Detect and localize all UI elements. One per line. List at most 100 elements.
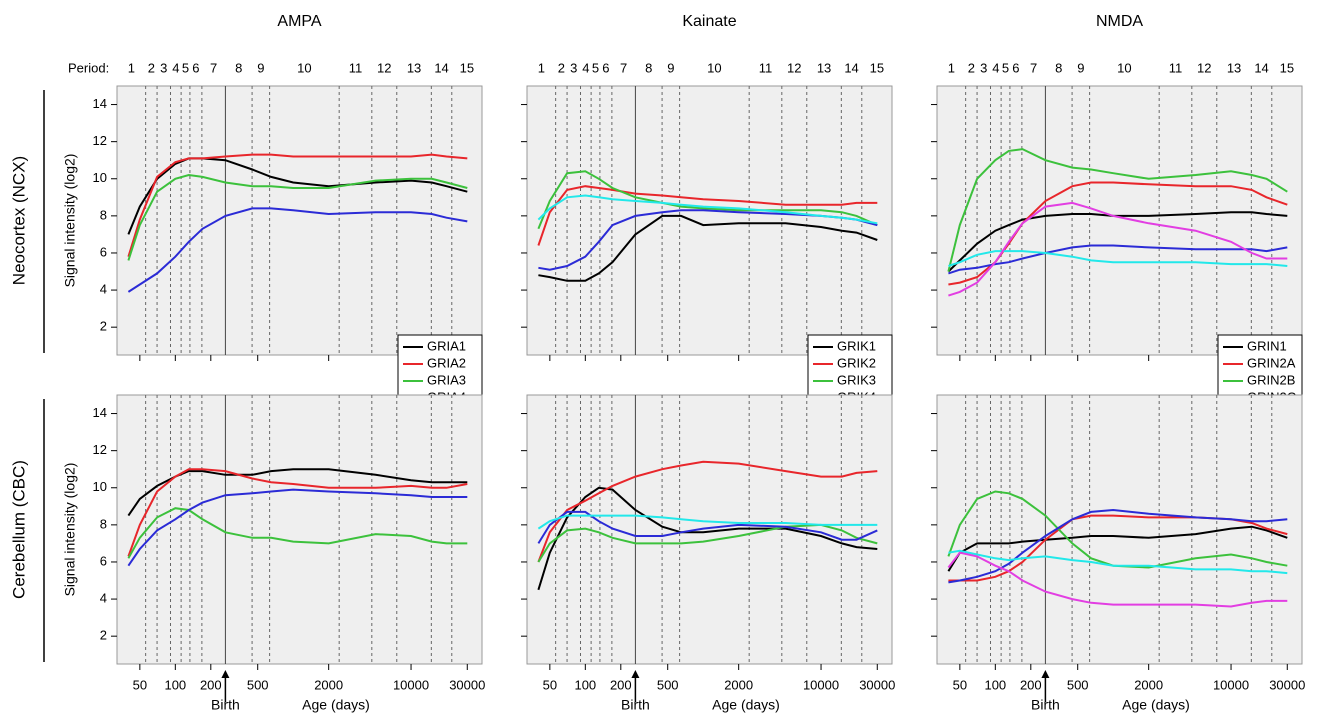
- period-label: 15: [870, 60, 884, 75]
- plot-area: [936, 85, 1303, 356]
- x-tick-label: 500: [247, 677, 269, 692]
- period-label: 4: [582, 60, 589, 75]
- period-label: 3: [980, 60, 987, 75]
- period-label: 10: [1117, 60, 1131, 75]
- y-tick-label: 2: [100, 628, 107, 643]
- y-tick-label: 6: [100, 244, 107, 259]
- series-line: [948, 549, 1288, 575]
- x-tick-label: 2000: [724, 677, 753, 692]
- series-line: [948, 201, 1288, 297]
- period-label: 3: [570, 60, 577, 75]
- series-line: [948, 508, 1288, 584]
- period-label: 7: [1030, 60, 1037, 75]
- series-line: [537, 486, 878, 591]
- y-tick-label: 4: [100, 591, 107, 606]
- series-line: [948, 244, 1288, 275]
- period-label: 9: [667, 60, 674, 75]
- period-label: 6: [602, 60, 609, 75]
- row-label: Cerebellum (CBC): [9, 460, 28, 599]
- x-axis-label: Age (days): [1122, 697, 1190, 713]
- legend-label: GRIA3: [427, 372, 466, 387]
- period-label: 13: [1227, 60, 1241, 75]
- x-tick-label: 200: [200, 677, 222, 692]
- y-tick-label: 2: [100, 319, 107, 334]
- x-tick-label: 500: [1067, 677, 1089, 692]
- x-tick-label: 50: [953, 677, 967, 692]
- plot-area: [526, 85, 893, 356]
- period-label: 11: [759, 60, 773, 75]
- panel-title: NMDA: [1096, 13, 1143, 30]
- period-label: 1: [948, 60, 955, 75]
- series-line: [127, 207, 468, 293]
- x-tick-label: 200: [610, 677, 632, 692]
- x-tick-label: 50: [133, 677, 147, 692]
- period-label: 7: [620, 60, 627, 75]
- legend-label: GRIK3: [837, 372, 876, 387]
- period-label: 11: [1169, 60, 1183, 75]
- birth-label: Birth: [1031, 697, 1060, 713]
- series-line: [537, 523, 878, 563]
- legend-label: GRIN2B: [1247, 372, 1295, 387]
- series-line: [127, 468, 468, 557]
- period-label: 12: [1197, 60, 1211, 75]
- row-label: Neocortex (NCX): [9, 156, 28, 285]
- period-label: 8: [235, 60, 242, 75]
- period-label: 14: [434, 60, 448, 75]
- x-axis-label: Age (days): [712, 697, 780, 713]
- birth-label: Birth: [621, 697, 650, 713]
- period-label: 5: [592, 60, 599, 75]
- y-tick-label: 12: [93, 133, 107, 148]
- series-line: [537, 185, 878, 246]
- plot-area: [116, 394, 483, 665]
- plot-area: [936, 394, 1303, 665]
- y-tick-label: 10: [93, 479, 107, 494]
- period-label: 11: [349, 60, 363, 75]
- period-label: 5: [1002, 60, 1009, 75]
- series-line: [947, 490, 1288, 569]
- series-line: [537, 460, 878, 563]
- period-label: 9: [257, 60, 264, 75]
- period-label: 8: [1055, 60, 1062, 75]
- plot-area: [116, 85, 483, 356]
- series-line: [127, 173, 468, 261]
- x-tick-label: 200: [1020, 677, 1042, 692]
- y-tick-label: 12: [93, 442, 107, 457]
- y-tick-label: 8: [100, 207, 107, 222]
- period-label: 3: [160, 60, 167, 75]
- period-label: 4: [992, 60, 999, 75]
- x-tick-label: 100: [984, 677, 1006, 692]
- period-label: 2: [968, 60, 975, 75]
- x-tick-label: 10000: [1213, 677, 1249, 692]
- x-tick-label: 30000: [1269, 677, 1305, 692]
- series-line: [127, 488, 468, 567]
- y-axis-label: Signal intensity (log2): [62, 463, 78, 597]
- period-label: 15: [460, 60, 474, 75]
- legend-label: GRIN2A: [1247, 355, 1296, 370]
- birth-arrowhead: [1041, 670, 1050, 678]
- x-tick-label: 500: [657, 677, 679, 692]
- series-line: [127, 157, 468, 235]
- legend-label: GRIA2: [427, 355, 466, 370]
- x-tick-label: 10000: [393, 677, 429, 692]
- series-line: [948, 250, 1288, 267]
- x-tick-label: 2000: [1134, 677, 1163, 692]
- panel-title: AMPA: [277, 13, 321, 30]
- y-tick-label: 14: [93, 96, 107, 111]
- series-line: [127, 468, 468, 517]
- y-tick-label: 10: [93, 170, 107, 185]
- period-label: 5: [182, 60, 189, 75]
- y-tick-label: 14: [93, 405, 107, 420]
- x-tick-label: 2000: [314, 677, 343, 692]
- birth-arrowhead: [221, 670, 230, 678]
- period-label: 6: [192, 60, 199, 75]
- period-label: 7: [210, 60, 217, 75]
- series-line: [947, 551, 1288, 608]
- y-tick-label: 6: [100, 553, 107, 568]
- period-label: 13: [817, 60, 831, 75]
- period-label: 6: [1012, 60, 1019, 75]
- x-tick-label: 100: [574, 677, 596, 692]
- series-line: [947, 525, 1288, 572]
- birth-arrowhead: [631, 670, 640, 678]
- x-tick-label: 30000: [859, 677, 895, 692]
